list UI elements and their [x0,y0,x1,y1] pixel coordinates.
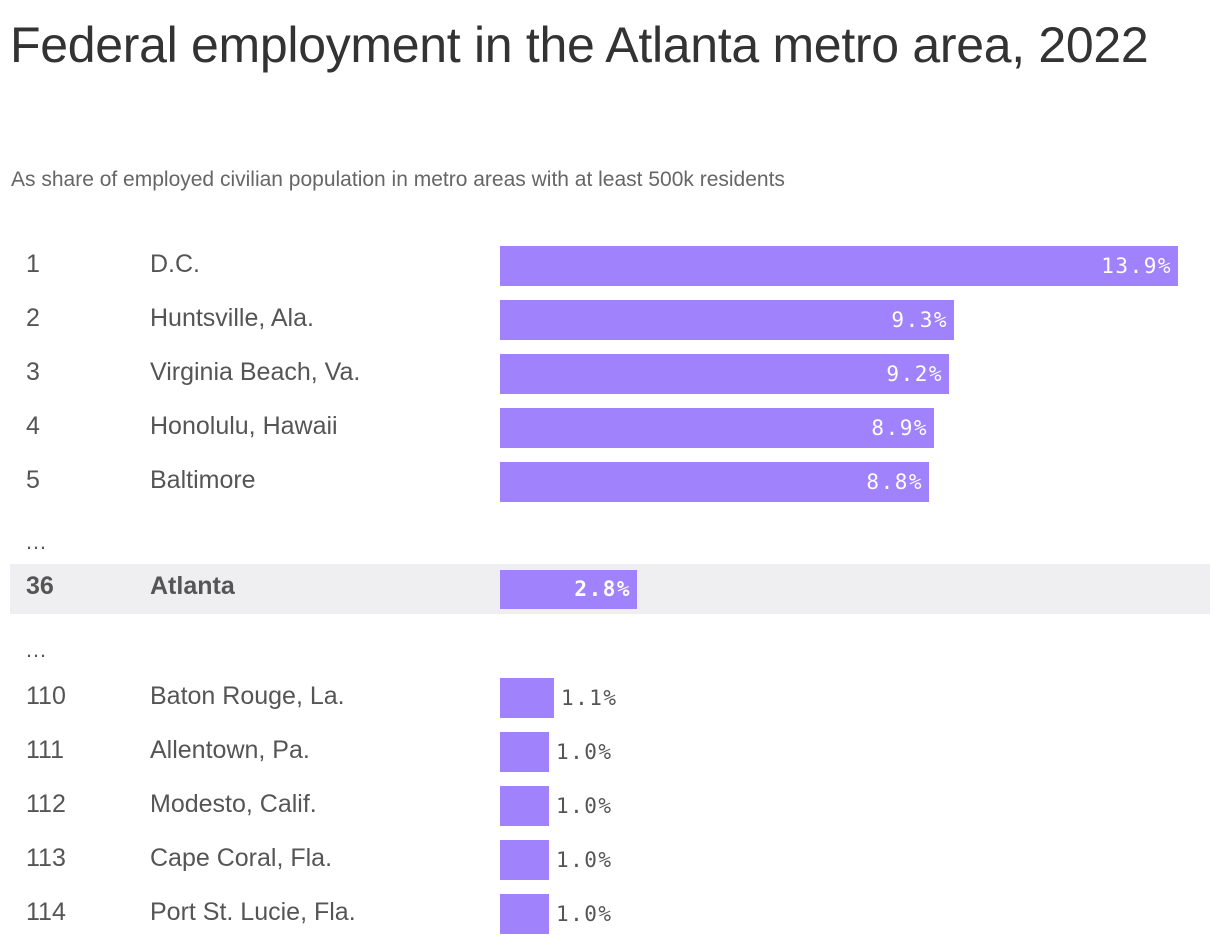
data-label: 13.9% [1101,254,1172,278]
data-label: 1.0% [556,902,613,926]
bar [500,570,637,609]
bar [500,894,549,934]
rank-label: 3 [26,358,40,386]
data-label: 8.9% [871,416,928,440]
chart-row: 112 Modesto, Calif. 1.0% [10,786,1210,840]
category-label: Atlanta [150,572,235,600]
chart-row: 114 Port St. Lucie, Fla. 1.0% [10,894,1210,948]
chart-row: 2 Huntsville, Ala. 9.3% [10,300,1210,354]
chart-row: 5 Baltimore 8.8% [10,462,1210,516]
rank-label: 114 [26,898,66,926]
category-label: Virginia Beach, Va. [150,358,361,386]
bar [500,462,929,502]
rank-label: 4 [26,412,40,440]
bar [500,408,934,448]
category-label: Baton Rouge, La. [150,682,345,710]
bar [500,786,549,826]
category-label: Port St. Lucie, Fla. [150,898,356,926]
data-label: 2.8% [574,577,631,601]
category-label: Huntsville, Ala. [150,304,314,332]
data-label: 1.0% [556,740,613,764]
chart-subtitle: As share of employed civilian population… [11,168,785,191]
category-label: Honolulu, Hawaii [150,412,338,440]
category-label: Allentown, Pa. [150,736,310,764]
category-label: D.C. [150,250,200,278]
chart-row: 3 Virginia Beach, Va. 9.2% [10,354,1210,408]
data-label: 9.3% [891,308,948,332]
data-label: 1.0% [556,794,613,818]
highlighted-row: 36 Atlanta 2.8% [10,564,1210,614]
data-label: 9.2% [886,362,943,386]
chart-row: 110 Baton Rouge, La. 1.1% [10,678,1210,732]
chart-row: 4 Honolulu, Hawaii 8.9% [10,408,1210,462]
rank-label: 1 [26,250,40,278]
chart-row: 111 Allentown, Pa. 1.0% [10,732,1210,786]
bar [500,354,949,394]
rank-label: 111 [26,736,65,764]
rank-label: 36 [26,572,54,600]
chart-row: 1 D.C. 13.9% [10,246,1210,300]
rank-label: 2 [26,304,40,332]
chart-title: Federal employment in the Atlanta metro … [10,17,1149,73]
bar [500,246,1178,286]
bar [500,840,549,880]
ellipsis-separator: … [25,637,47,662]
category-label: Modesto, Calif. [150,790,317,818]
rank-label: 112 [26,790,66,818]
bar [500,300,954,340]
rank-label: 110 [26,682,66,710]
data-label: 1.1% [561,686,618,710]
category-label: Cape Coral, Fla. [150,844,333,872]
rank-label: 5 [26,466,40,494]
bar [500,732,549,772]
data-label: 1.0% [556,848,613,872]
bar [500,678,554,718]
ellipsis-separator: … [25,529,47,554]
category-label: Baltimore [150,466,256,494]
rank-label: 113 [26,844,66,872]
data-label: 8.8% [866,470,923,494]
chart-row: 113 Cape Coral, Fla. 1.0% [10,840,1210,894]
